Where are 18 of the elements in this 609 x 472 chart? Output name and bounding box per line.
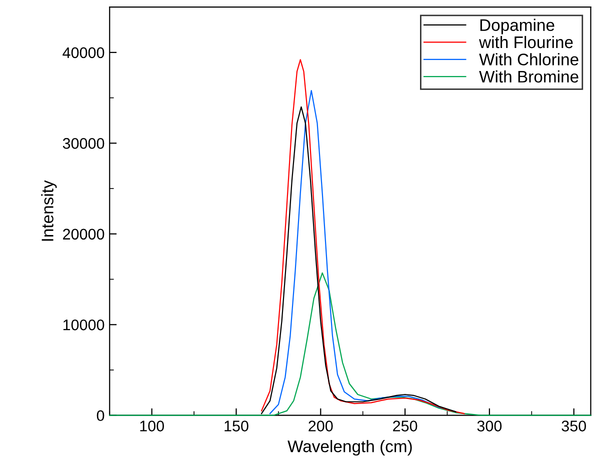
x-tick-label: 300 <box>477 420 502 432</box>
y-tick-label: 10000 <box>63 320 104 330</box>
y-axis-title: Intensity <box>41 180 57 241</box>
legend-label: with Flourine <box>479 36 573 48</box>
y-tick-label: 40000 <box>62 47 104 58</box>
x-tick-label: 200 <box>308 420 333 432</box>
legend-label: With Chlorine <box>479 53 578 66</box>
y-tick-label: 0 <box>96 410 104 422</box>
legend-label: With Bromine <box>479 70 578 83</box>
x-tick-label: 150 <box>224 420 248 432</box>
line-series <box>260 59 465 414</box>
x-tick-label: 100 <box>140 420 164 432</box>
x-tick-label: 250 <box>393 420 418 432</box>
x-tick-label: 350 <box>562 420 586 432</box>
legend-label: Dopamine <box>480 18 554 34</box>
y-tick-label: 20000 <box>63 228 104 240</box>
x-axis-title: Wavelength (cm) <box>288 440 412 456</box>
y-tick-label: 30000 <box>62 138 104 149</box>
